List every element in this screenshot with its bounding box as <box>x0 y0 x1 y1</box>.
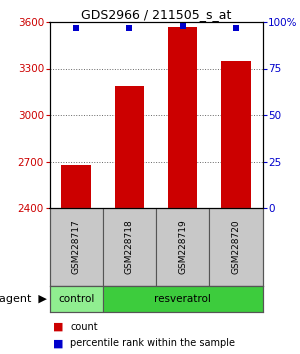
Bar <box>61 165 91 208</box>
Bar <box>103 208 156 286</box>
Text: GSM228717: GSM228717 <box>72 219 81 274</box>
Text: resveratrol: resveratrol <box>154 294 211 304</box>
Text: percentile rank within the sample: percentile rank within the sample <box>70 338 236 348</box>
Bar <box>221 61 250 208</box>
Bar <box>209 208 262 286</box>
Bar <box>168 27 197 208</box>
Bar <box>115 86 144 208</box>
Text: GSM228719: GSM228719 <box>178 219 187 274</box>
Text: agent  ▶: agent ▶ <box>0 294 46 304</box>
Bar <box>50 208 103 286</box>
Text: control: control <box>58 294 94 304</box>
Bar <box>156 208 209 286</box>
Text: count: count <box>70 322 98 332</box>
Text: ■: ■ <box>52 322 63 332</box>
Text: ■: ■ <box>52 338 63 348</box>
Title: GDS2966 / 211505_s_at: GDS2966 / 211505_s_at <box>81 8 231 21</box>
Bar <box>50 286 103 312</box>
Bar <box>103 286 262 312</box>
Text: GSM228718: GSM228718 <box>125 219 134 274</box>
Text: GSM228720: GSM228720 <box>231 220 240 274</box>
